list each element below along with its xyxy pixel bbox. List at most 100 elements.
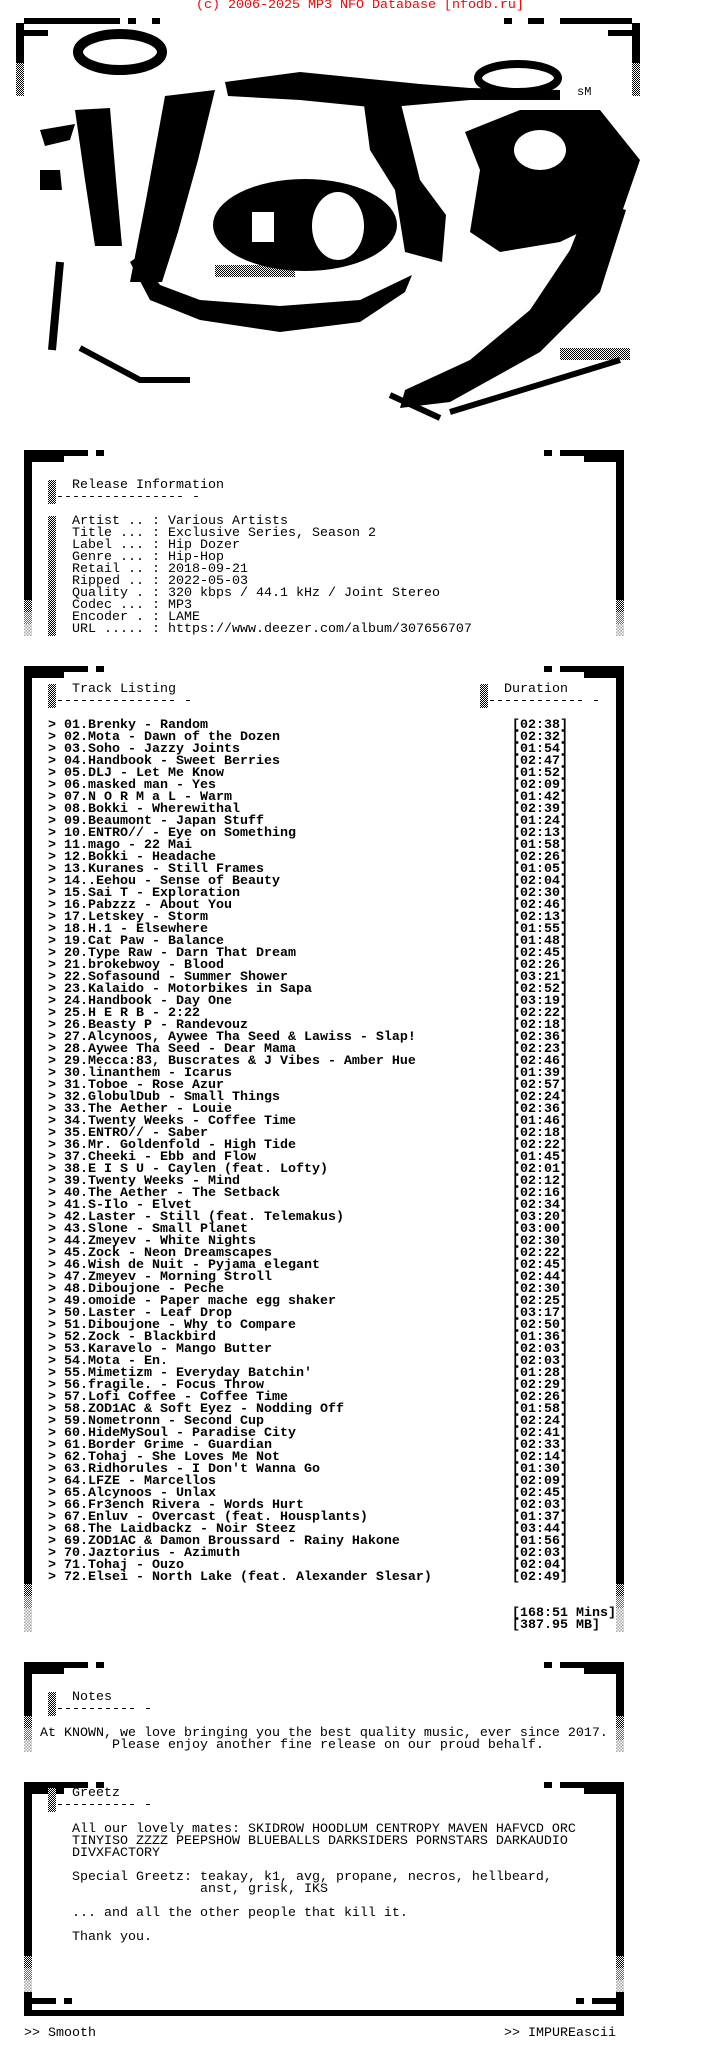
frame-bottom-bar xyxy=(32,2010,616,2016)
frame-side xyxy=(616,1992,624,2016)
track-row: >52.Zock - Blackbird [01:36] xyxy=(0,1330,640,1345)
title-shade xyxy=(48,684,56,708)
track-bullet: > xyxy=(48,1294,56,1309)
release-info-underline: ---------------- - xyxy=(56,490,200,505)
track-title: 02.Mota - Dawn of the Dozen xyxy=(64,730,280,745)
track-title: 38.E I S U - Caylen (feat. Lofty) xyxy=(64,1162,328,1177)
track-duration: [01:36] xyxy=(512,1330,568,1345)
track-title: 27.Alcynoos, Aywee Tha Seed & Lawiss - S… xyxy=(64,1030,416,1045)
field-label: Genre ... xyxy=(72,550,144,565)
track-row: >37.Cheeki - Ebb and Flow [01:45] xyxy=(0,1150,640,1165)
frame-bar xyxy=(64,1998,72,2004)
frame-shade xyxy=(616,1584,624,1596)
track-bullet: > xyxy=(48,1126,56,1141)
track-duration: [02:34] xyxy=(512,1198,568,1213)
art-signature: sM xyxy=(577,85,591,99)
frame-shade xyxy=(616,1716,624,1728)
track-duration: [02:49] xyxy=(512,1570,568,1585)
track-duration: [02:33] xyxy=(512,1438,568,1453)
track-row: >05.DLJ - Let Me Know [01:52] xyxy=(0,767,640,780)
track-title: 59.Nometronn - Second Cup xyxy=(64,1414,264,1429)
track-bullet: > xyxy=(48,1378,56,1393)
track-bullet: > xyxy=(48,838,56,853)
frame-shade xyxy=(616,1596,624,1608)
field-value: LAME xyxy=(168,610,200,625)
frame-bar xyxy=(544,450,552,456)
track-bullet: > xyxy=(48,994,56,1009)
field-separator: : xyxy=(152,586,160,601)
track-bullet: > xyxy=(48,1258,56,1273)
frame-shade xyxy=(24,1968,32,1980)
track-bullet: > xyxy=(48,1246,56,1261)
track-duration: [03:19] xyxy=(512,994,568,1009)
track-row: >42.Laster - Still (feat. Telemakus) [03:… xyxy=(0,1210,640,1225)
title-shade xyxy=(48,1788,56,1812)
greetz-underline: ---------- - xyxy=(56,1798,152,1813)
track-bullet: > xyxy=(48,1450,56,1465)
track-title: 62.Tohaj - She Loves Me Not xyxy=(64,1450,280,1465)
frame-shade xyxy=(24,624,32,636)
track-row: >15.Sai T - Exploration [02:30] xyxy=(0,887,640,900)
track-title: 68.The Laidbackz - Noir Steez xyxy=(64,1522,296,1537)
track-row: >02.Mota - Dawn of the Dozen [02:32] xyxy=(0,730,640,745)
frame-bar xyxy=(544,1782,552,1788)
track-title: 34.Twenty Weeks - Coffee Time xyxy=(64,1114,296,1129)
track-row: >23.Kalaido - Motorbikes in Sapa [02:52] xyxy=(0,983,640,996)
track-row: >35.ENTRO// - Saber [02:18] xyxy=(0,1126,640,1141)
notes-line: Please enjoy another fine release on our… xyxy=(112,1738,544,1753)
track-title: 61.Border Grime - Guardian xyxy=(64,1438,272,1453)
track-title: 60.HideMySoul - Paradise City xyxy=(64,1426,296,1441)
track-bullet: > xyxy=(48,1330,56,1345)
track-title: 37.Cheeki - Ebb and Flow xyxy=(64,1150,256,1165)
track-listing-underline: --------------- - xyxy=(56,694,192,709)
frame-shade xyxy=(24,1608,32,1632)
track-row: >03.Soho - Jazzy Joints [01:54] xyxy=(0,742,640,757)
track-duration: [02:04] xyxy=(512,874,568,889)
greetz-thanks: Thank you. xyxy=(72,1930,152,1945)
track-title: 64.LFZE - Marcellos xyxy=(64,1474,216,1489)
track-bullet: > xyxy=(48,1306,56,1321)
field-separator: : xyxy=(152,598,160,613)
frame-bar xyxy=(560,1782,616,1788)
frame-shade xyxy=(616,1980,624,1992)
track-row: >20.Type Raw - Darn That Dream [02:45] xyxy=(0,947,640,960)
field-label: Artist .. xyxy=(72,514,144,529)
field-value: 2022-05-03 xyxy=(168,574,248,589)
frame-shade xyxy=(24,1740,32,1752)
track-duration: [01:30] xyxy=(512,1462,568,1477)
frame-shade xyxy=(24,612,32,624)
track-duration: [01:39] xyxy=(512,1066,568,1081)
frame-bar xyxy=(32,1998,56,2004)
field-value: 320 kbps / 44.1 kHz / Joint Stereo xyxy=(168,586,440,601)
track-bullet: > xyxy=(48,1498,56,1513)
track-title: 49.omoide - Paper mache egg shaker xyxy=(64,1294,336,1309)
track-duration: [02:36] xyxy=(512,1030,568,1045)
track-title: 48.Diboujone - Peche xyxy=(64,1282,224,1297)
track-duration: [03:20] xyxy=(512,1210,568,1225)
frame-bar xyxy=(584,672,624,678)
track-bullet: > xyxy=(48,742,56,757)
track-duration: [02:46] xyxy=(512,898,568,913)
track-duration: [02:47] xyxy=(512,754,568,769)
field-label: Title ... xyxy=(72,526,144,541)
track-duration: [02:03] xyxy=(512,1498,568,1513)
track-title: 08.Bokki - Wherewithal xyxy=(64,802,240,817)
field-value: MP3 xyxy=(168,598,192,613)
track-bullet: > xyxy=(48,1534,56,1549)
track-bullet: > xyxy=(48,970,56,985)
frame-bar xyxy=(584,1668,624,1674)
track-title: 09.Beaumont - Japan Stuff xyxy=(64,814,264,829)
track-title: 67.Enluv - Overcast (feat. Housplants) xyxy=(64,1510,368,1525)
track-title: 70.Jaztorius - Azimuth xyxy=(64,1546,240,1561)
field-separator: : xyxy=(152,574,160,589)
track-row: >44.Zmeyev - White Nights [02:30] xyxy=(0,1235,640,1248)
track-bullet: > xyxy=(48,1006,56,1021)
track-title: 33.The Aether - Louie xyxy=(64,1102,232,1117)
track-bullet: > xyxy=(48,862,56,877)
field-label: URL ..... xyxy=(72,622,144,637)
copyright-header: (c) 2006-2025 MP3 NFO Database [nfodb.ru… xyxy=(196,0,524,13)
track-title: 52.Zock - Blackbird xyxy=(64,1330,216,1345)
track-bullet: > xyxy=(48,1210,56,1225)
track-bullet: > xyxy=(48,1186,56,1201)
